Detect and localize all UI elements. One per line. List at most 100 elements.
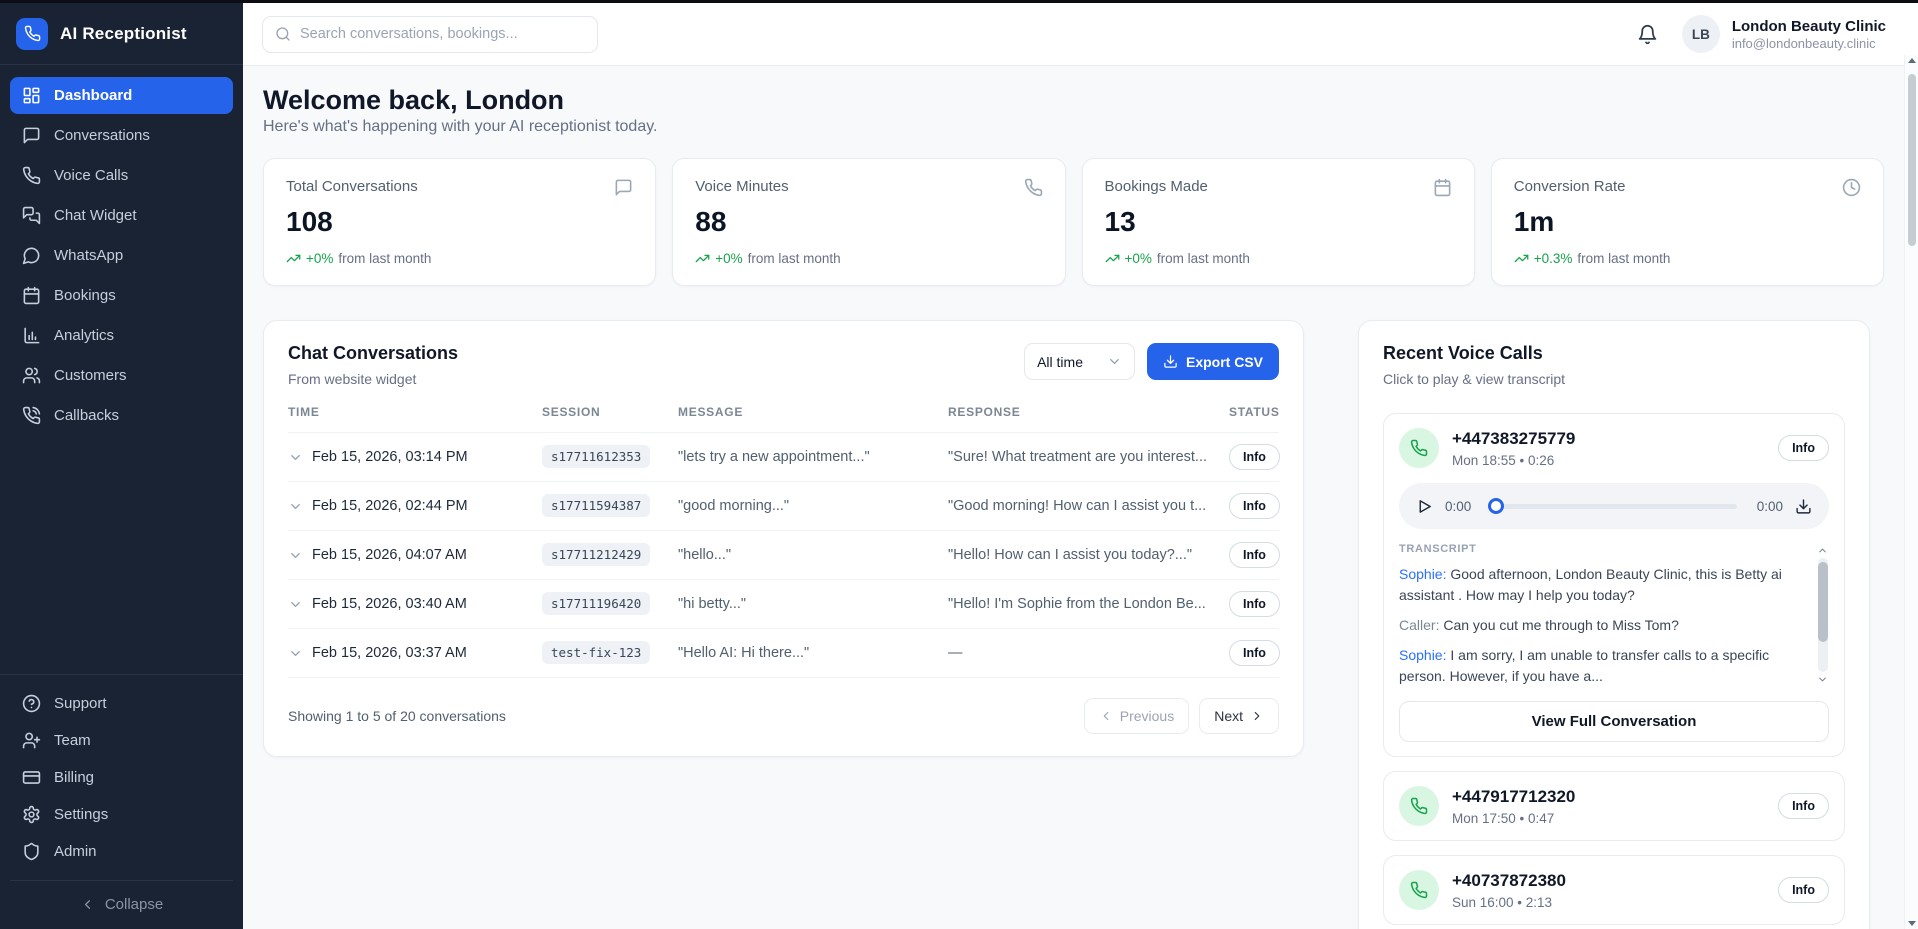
audio-player: 0:00 0:00: [1399, 483, 1829, 530]
sidebar-item-whatsapp[interactable]: WhatsApp: [10, 237, 233, 274]
page-scrollbar-thumb[interactable]: [1907, 74, 1916, 246]
sidebar-item-callbacks[interactable]: Callbacks: [10, 397, 233, 434]
sidebar-item-support[interactable]: Support: [10, 685, 233, 722]
transcript-scrollbar[interactable]: [1816, 545, 1829, 685]
info-button[interactable]: Info: [1229, 444, 1280, 471]
table-row[interactable]: Feb 15, 2026, 03:40 AM s17711196420 "hi …: [288, 580, 1280, 630]
search-box[interactable]: [262, 15, 598, 53]
previous-page-button[interactable]: Previous: [1083, 698, 1190, 735]
chevron-up-icon: [1817, 545, 1828, 556]
info-button[interactable]: Info: [1229, 542, 1280, 569]
page-scrollbar[interactable]: [1904, 55, 1918, 929]
sidebar-item-bookings[interactable]: Bookings: [10, 277, 233, 314]
info-button[interactable]: Info: [1778, 435, 1829, 462]
scroll-up-arrow-icon[interactable]: [1907, 58, 1916, 63]
user-plus-icon: [22, 731, 41, 750]
table-row[interactable]: Feb 15, 2026, 03:14 PM s17711612353 "let…: [288, 433, 1280, 483]
previous-label: Previous: [1119, 708, 1175, 725]
play-button[interactable]: [1416, 498, 1433, 515]
view-full-conversation-button[interactable]: View Full Conversation: [1399, 701, 1829, 743]
stats-row: Total Conversations 108 +0% from last mo…: [263, 158, 1884, 287]
trending-up-icon: [1514, 251, 1529, 266]
stat-delta-value: +0%: [1124, 251, 1152, 267]
chevron-down-icon: [288, 597, 303, 612]
chat-panel-subtitle: From website widget: [288, 371, 417, 388]
scrollbar-thumb[interactable]: [1817, 561, 1828, 642]
stat-delta-note: from last month: [747, 251, 841, 267]
sidebar-item-billing[interactable]: Billing: [10, 759, 233, 796]
stat-value: 13: [1104, 206, 1136, 238]
users-icon: [22, 366, 41, 385]
calendar-icon: [22, 286, 41, 305]
content-column: LB London Beauty Clinic info@londonbeaut…: [243, 3, 1918, 929]
transcript-section: TRANSCRIPT Sophie: Good afternoon, Londo…: [1399, 543, 1829, 687]
sidebar-item-label: Settings: [54, 806, 109, 823]
speaker-text: Can you cut me through to Miss Tom?: [1443, 617, 1679, 634]
stat-delta-note: from last month: [338, 251, 432, 267]
sidebar-collapse-button[interactable]: Collapse: [10, 880, 233, 929]
info-button[interactable]: Info: [1778, 877, 1829, 904]
stat-delta-value: +0.3%: [1533, 251, 1573, 267]
seek-slider[interactable]: [1488, 498, 1737, 515]
scroll-down-arrow-icon[interactable]: [1907, 921, 1916, 926]
stat-value: 88: [695, 206, 727, 238]
sidebar-item-team[interactable]: Team: [10, 722, 233, 759]
info-button[interactable]: Info: [1229, 640, 1280, 667]
sidebar-item-admin[interactable]: Admin: [10, 833, 233, 870]
stat-label: Total Conversations: [286, 178, 418, 196]
sidebar-item-customers[interactable]: Customers: [10, 357, 233, 394]
total-time: 0:00: [1756, 498, 1783, 514]
scrollbar-track[interactable]: [1817, 558, 1828, 673]
speaker-name: Sophie:: [1399, 647, 1447, 664]
chat-panel-title: Chat Conversations: [288, 343, 459, 364]
call-number: +447917712320: [1452, 786, 1576, 806]
export-csv-button[interactable]: Export CSV: [1146, 343, 1279, 381]
trending-up-icon: [695, 251, 710, 266]
voice-call-header[interactable]: +447383275779 Mon 18:55 • 0:26 Info: [1399, 428, 1829, 469]
info-button[interactable]: Info: [1778, 793, 1829, 820]
sidebar-item-voice-calls[interactable]: Voice Calls: [10, 157, 233, 194]
call-info: +447917712320 Mon 17:50 • 0:47: [1452, 787, 1575, 826]
seek-handle[interactable]: [1488, 498, 1505, 515]
chevron-down-icon: [1107, 354, 1122, 369]
notifications-button[interactable]: [1637, 24, 1658, 45]
sidebar-item-conversations[interactable]: Conversations: [10, 117, 233, 154]
row-time: Feb 15, 2026, 03:14 PM: [312, 449, 468, 466]
sidebar-item-analytics[interactable]: Analytics: [10, 317, 233, 354]
column-header-time: TIME: [288, 405, 320, 420]
next-page-button[interactable]: Next: [1199, 698, 1279, 735]
info-button[interactable]: Info: [1229, 493, 1280, 520]
app-logo-row: AI Receptionist: [0, 3, 243, 65]
row-time: Feb 15, 2026, 03:37 AM: [312, 645, 467, 662]
table-row[interactable]: Feb 15, 2026, 04:07 AM s17711212429 "hel…: [288, 531, 1280, 581]
conversations-table: TIME SESSION MESSAGE RESPONSE STATUS Feb…: [288, 405, 1280, 735]
page-subtitle: Here's what's happening with your AI rec…: [263, 118, 658, 136]
voice-call-header[interactable]: +447917712320 Mon 17:50 • 0:47 Info: [1399, 786, 1829, 827]
call-number: +40737872380: [1452, 870, 1566, 890]
call-info: +447383275779 Mon 18:55 • 0:26: [1452, 429, 1575, 468]
search-input[interactable]: [300, 26, 585, 42]
topbar: LB London Beauty Clinic info@londonbeaut…: [243, 3, 1918, 66]
shield-icon: [22, 842, 41, 861]
speaker-text: Good afternoon, London Beauty Clinic, th…: [1399, 566, 1782, 604]
chevron-right-icon: [1250, 709, 1264, 723]
column-header-response: RESPONSE: [948, 405, 1021, 420]
row-time: Feb 15, 2026, 04:07 AM: [312, 547, 467, 564]
sidebar-item-settings[interactable]: Settings: [10, 796, 233, 833]
download-audio-button[interactable]: [1795, 498, 1812, 515]
row-message: "good morning...": [678, 498, 790, 515]
chevron-down-icon: [1817, 674, 1828, 685]
table-row[interactable]: Feb 15, 2026, 02:44 PM s17711594387 "goo…: [288, 482, 1280, 532]
stat-value: 1m: [1513, 206, 1555, 238]
table-row[interactable]: Feb 15, 2026, 03:37 AM test-fix-123 "Hel…: [288, 629, 1280, 679]
info-button[interactable]: Info: [1229, 591, 1280, 618]
sidebar-item-dashboard[interactable]: Dashboard: [10, 77, 233, 114]
row-time: Feb 15, 2026, 03:40 AM: [312, 596, 467, 613]
stat-card-voice-minutes: Voice Minutes 88 +0% from last month: [672, 158, 1066, 287]
column-header-session: SESSION: [542, 405, 601, 420]
user-menu[interactable]: LB London Beauty Clinic info@londonbeaut…: [1681, 15, 1886, 53]
voice-call-header[interactable]: +40737872380 Sun 16:00 • 2:13 Info: [1399, 870, 1829, 911]
row-message: "hi betty...": [678, 596, 747, 613]
time-filter-select[interactable]: All time: [1024, 343, 1135, 381]
sidebar-item-chat-widget[interactable]: Chat Widget: [10, 197, 233, 234]
